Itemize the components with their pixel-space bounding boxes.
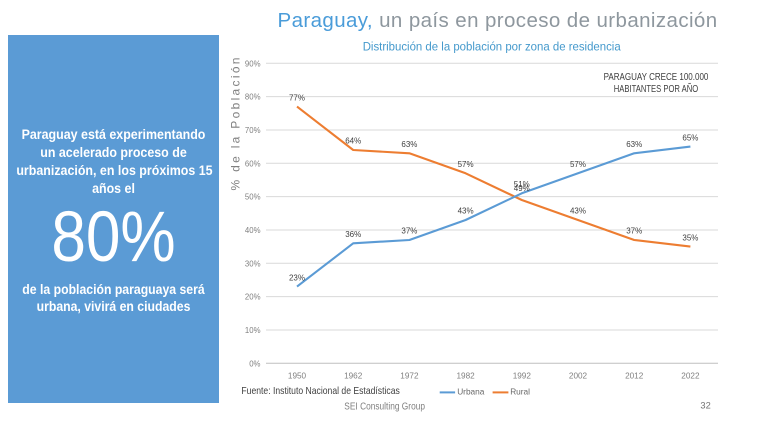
svg-text:2012: 2012 bbox=[625, 372, 644, 381]
svg-text:1962: 1962 bbox=[344, 372, 363, 381]
svg-text:43%: 43% bbox=[570, 207, 586, 216]
svg-text:63%: 63% bbox=[626, 140, 642, 149]
svg-text:63%: 63% bbox=[401, 140, 417, 149]
svg-text:57%: 57% bbox=[570, 160, 586, 169]
svg-text:Urbana: Urbana bbox=[457, 387, 485, 397]
svg-text:23%: 23% bbox=[289, 273, 305, 282]
svg-text:1950: 1950 bbox=[288, 372, 307, 381]
svg-text:90%: 90% bbox=[245, 59, 261, 68]
svg-text:2002: 2002 bbox=[569, 372, 588, 381]
svg-text:35%: 35% bbox=[682, 233, 698, 242]
svg-text:65%: 65% bbox=[682, 133, 698, 142]
svg-text:2022: 2022 bbox=[681, 372, 700, 381]
svg-text:1982: 1982 bbox=[456, 372, 475, 381]
svg-text:Fuente: Instituto Nacional de: Fuente: Instituto Nacional de Estadístic… bbox=[241, 386, 399, 397]
svg-text:32: 32 bbox=[700, 400, 710, 410]
svg-text:60%: 60% bbox=[245, 159, 261, 168]
svg-text:50%: 50% bbox=[245, 193, 261, 202]
svg-text:49%: 49% bbox=[514, 184, 530, 193]
svg-text:40%: 40% bbox=[245, 226, 261, 235]
svg-text:80%: 80% bbox=[245, 93, 261, 102]
svg-text:10%: 10% bbox=[245, 326, 261, 335]
svg-text:77%: 77% bbox=[289, 93, 305, 102]
svg-text:1972: 1972 bbox=[400, 372, 419, 381]
svg-text:43%: 43% bbox=[458, 207, 474, 216]
svg-text:70%: 70% bbox=[245, 126, 261, 135]
svg-text:30%: 30% bbox=[245, 259, 261, 268]
svg-text:0%: 0% bbox=[249, 359, 260, 368]
svg-text:SEI Consulting Group: SEI Consulting Group bbox=[344, 401, 425, 413]
svg-text:37%: 37% bbox=[626, 227, 642, 236]
svg-text:% de la Población: % de la Población bbox=[228, 58, 242, 191]
svg-text:57%: 57% bbox=[458, 160, 474, 169]
svg-text:64%: 64% bbox=[345, 137, 361, 146]
svg-text:Distribución de la población p: Distribución de la población por zona de… bbox=[363, 40, 621, 54]
svg-text:36%: 36% bbox=[345, 230, 361, 239]
svg-text:1992: 1992 bbox=[513, 372, 532, 381]
svg-text:Rural: Rural bbox=[510, 387, 530, 397]
svg-text:20%: 20% bbox=[245, 293, 261, 302]
svg-text:PARAGUAY CRECE 100.000: PARAGUAY CRECE 100.000 bbox=[604, 72, 709, 83]
svg-text:51%: 51% bbox=[514, 180, 530, 189]
svg-text:37%: 37% bbox=[401, 227, 417, 236]
svg-text:HABITANTES POR AÑO: HABITANTES POR AÑO bbox=[614, 82, 699, 95]
